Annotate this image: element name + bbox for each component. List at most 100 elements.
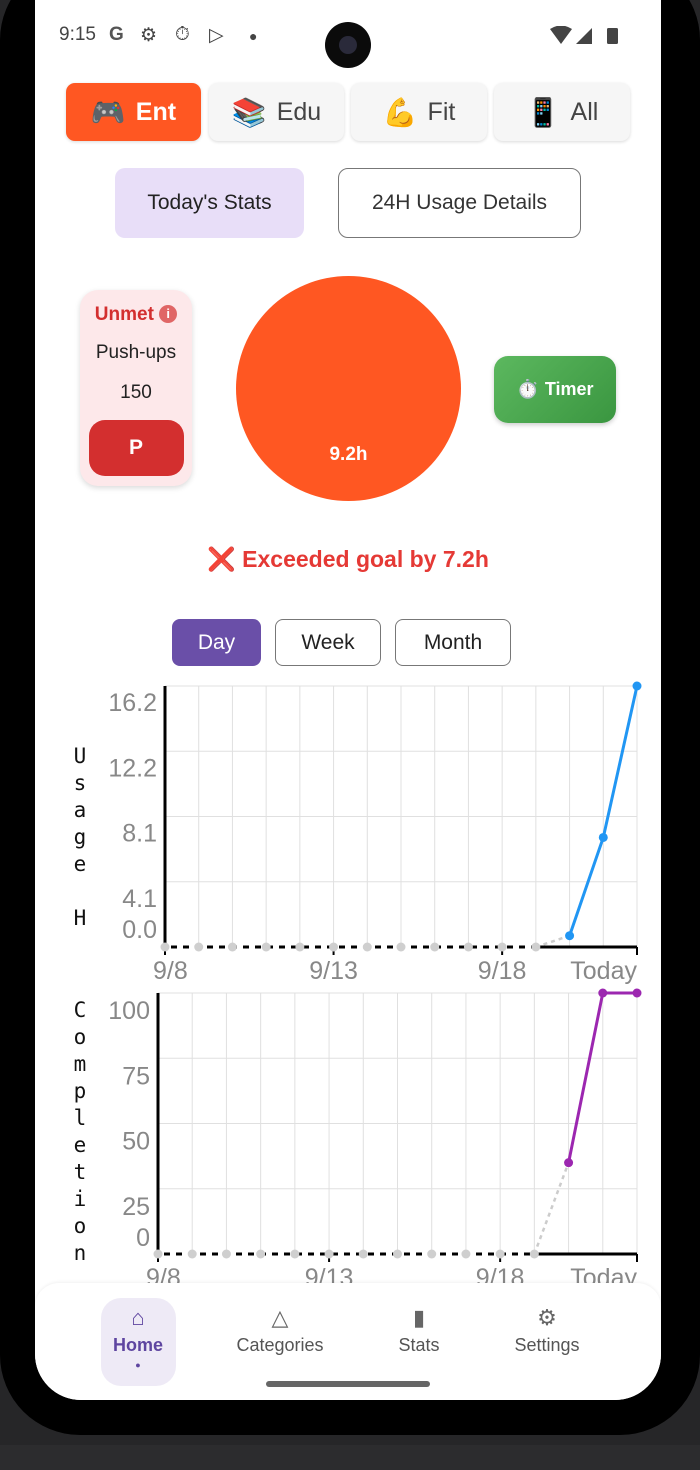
- data-point: [396, 942, 406, 952]
- goal-p-button[interactable]: P: [88, 420, 184, 476]
- data-point: [598, 988, 608, 998]
- category-label: All: [570, 97, 599, 126]
- charts: 16.2 12.2 8.1 4.1 0.0 9/8 9/13 9/18 Today 100 75 50…: [108, 681, 642, 1292]
- data-point: [598, 832, 608, 842]
- nav-settings[interactable]: ⚙ Settings: [492, 1301, 602, 1356]
- play-store-icon: ▷: [209, 25, 224, 46]
- data-point: [295, 942, 305, 952]
- period-day[interactable]: Day: [172, 619, 261, 666]
- goal-count: 150: [120, 382, 152, 403]
- data-point: [153, 1249, 163, 1259]
- nav-home[interactable]: ⌂ Home ●: [83, 1301, 193, 1370]
- gear-icon: ⚙: [537, 1305, 557, 1330]
- muscle-icon: 💪: [382, 96, 418, 128]
- home-active-bg: [101, 1298, 176, 1386]
- data-point: [564, 1158, 574, 1168]
- data-point: [187, 1249, 197, 1259]
- data-point: [529, 1249, 539, 1259]
- nav-categories[interactable]: △ Categories: [225, 1301, 335, 1356]
- books-icon: 📚: [231, 96, 267, 128]
- y-tick-label: 0: [136, 1224, 150, 1252]
- missing-connector: [535, 934, 570, 949]
- y-tick-label: 8.1: [122, 820, 157, 848]
- info-icon[interactable]: i: [159, 305, 178, 323]
- timer-icon: ⏱: [175, 24, 190, 45]
- axis-label-char: a: [73, 798, 87, 822]
- data-point: [160, 942, 170, 952]
- signal-icon: [576, 28, 592, 44]
- nav-label: Settings: [514, 1335, 580, 1355]
- gesture-bar[interactable]: [266, 1381, 430, 1387]
- battery-icon: [607, 28, 618, 44]
- axis-label-char: s: [73, 771, 87, 795]
- data-point: [290, 1249, 300, 1259]
- desktop-strip: [0, 1445, 700, 1470]
- x-tick-label: 9/8: [153, 957, 188, 985]
- nav-label: Categories: [236, 1335, 324, 1355]
- home-icon: ⌂: [131, 1305, 145, 1330]
- usage-details-tab[interactable]: 24H Usage Details: [338, 168, 581, 238]
- axis-label-char: n: [73, 1241, 87, 1265]
- wifi-icon: [550, 26, 572, 44]
- timer-label: Timer: [544, 379, 594, 399]
- todays-stats-tab[interactable]: Today's Stats: [115, 168, 304, 238]
- phone-icon: 📱: [525, 96, 561, 128]
- camera-cutout: [325, 22, 371, 68]
- status-time: 9:15: [59, 24, 96, 45]
- nav-label: Home: [112, 1335, 163, 1355]
- nav-stats[interactable]: ▮ Stats: [364, 1301, 474, 1356]
- status-right-icons: [550, 26, 618, 44]
- shapes-icon: △: [271, 1305, 289, 1330]
- category-label: Ent: [135, 97, 177, 126]
- y-tick-label: 12.2: [108, 754, 157, 782]
- category-fit[interactable]: 💪 Fit: [351, 83, 487, 141]
- axis-label-char: U: [73, 744, 87, 768]
- data-point: [194, 942, 204, 952]
- axis-label-char: o: [73, 1025, 87, 1049]
- bar-chart-icon: ▮: [412, 1305, 426, 1330]
- axis-label-char: e: [73, 852, 87, 876]
- data-point: [427, 1249, 437, 1259]
- axis-label-char: o: [73, 1214, 87, 1238]
- x-tick-label: 9/13: [309, 957, 358, 985]
- data-point: [221, 1249, 231, 1259]
- y-tick-label: 25: [122, 1193, 150, 1221]
- x-tick-label: 9/18: [478, 957, 527, 985]
- data-point: [495, 1249, 505, 1259]
- data-point: [324, 1249, 334, 1259]
- category-edu[interactable]: 📚 Edu: [209, 83, 344, 141]
- data-point: [261, 942, 271, 952]
- data-point: [256, 1249, 266, 1259]
- y-tick-label: 50: [122, 1128, 150, 1156]
- settings-icon: ⚙: [140, 25, 158, 46]
- data-point: [632, 681, 642, 691]
- axis-label-char: l: [73, 1106, 87, 1130]
- usage-value: 9.2h: [329, 444, 368, 465]
- phone-screen: 9:15 G ⚙ ⏱ ▷ ● 🎮 Ent 📚 Edu 💪 Fit 📱 All Today…: [35, 0, 661, 1400]
- category-all[interactable]: 📱 All: [494, 83, 630, 141]
- data-point: [430, 942, 440, 952]
- data-point: [393, 1249, 402, 1259]
- x-tick-label: Today: [570, 957, 637, 985]
- data-point: [463, 942, 473, 952]
- period-month[interactable]: Month: [395, 619, 511, 666]
- axis-label-char: p: [73, 1079, 87, 1103]
- axis-label-char: H: [73, 906, 87, 930]
- nav-label: Stats: [398, 1335, 440, 1355]
- missing-connector: [533, 1162, 570, 1255]
- usage-circle: 9.2h: [236, 276, 461, 501]
- data-point: [632, 988, 642, 998]
- data-point: [362, 942, 372, 952]
- goal-status: Unmet i: [80, 304, 192, 326]
- cross-icon: ❌: [207, 546, 236, 572]
- axis-label-char: t: [73, 1160, 87, 1184]
- goal-card: Unmet i Push-ups 150 P: [80, 290, 192, 486]
- bottom-nav: ⌂ Home ● △ Categories ▮ Stats ⚙ Settings: [35, 1283, 661, 1400]
- period-week[interactable]: Week: [275, 619, 381, 666]
- timer-button[interactable]: ⏱️ Timer: [494, 356, 616, 423]
- y-tick-label: 100: [108, 997, 150, 1025]
- category-ent[interactable]: 🎮 Ent: [66, 83, 201, 141]
- data-point: [329, 942, 339, 952]
